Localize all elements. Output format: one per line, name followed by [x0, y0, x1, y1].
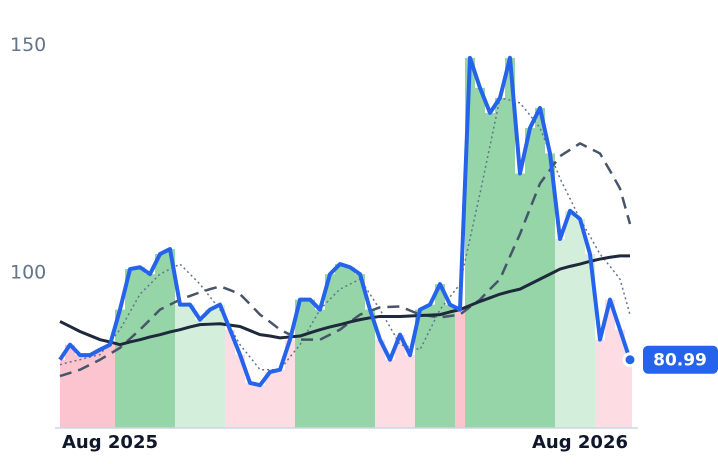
trend-band	[445, 304, 455, 428]
moving-average	[59, 254, 630, 347]
trend-band	[505, 57, 515, 428]
trend-band	[125, 269, 135, 428]
value-badge	[643, 345, 718, 374]
trend-band	[115, 309, 125, 428]
trend-band	[625, 359, 632, 428]
trend-band	[105, 344, 115, 428]
trend-band	[245, 382, 255, 428]
trend-band	[615, 329, 625, 428]
trend-band	[325, 274, 335, 428]
trend-band	[575, 219, 585, 428]
trend-band	[155, 254, 165, 428]
trend-band	[375, 339, 385, 428]
trend-band	[95, 349, 105, 428]
trend-band	[455, 309, 465, 428]
trend-band	[595, 339, 605, 428]
trend-band	[175, 304, 185, 428]
trend-band	[355, 274, 365, 428]
trend-band	[215, 304, 225, 428]
trend-band	[395, 334, 405, 428]
trend-band	[425, 304, 435, 428]
trend-band	[535, 107, 545, 428]
trend-band	[225, 329, 235, 428]
trend-band	[465, 57, 475, 428]
trend-band	[135, 267, 145, 428]
trend-band	[365, 309, 375, 428]
trend-band	[265, 371, 275, 428]
bands	[60, 57, 632, 429]
y-tick-label: 100	[10, 262, 46, 284]
trend-band	[295, 299, 305, 428]
trend-band	[275, 369, 285, 428]
trend-band	[345, 267, 355, 428]
trend-band	[585, 254, 595, 428]
trend-band	[545, 153, 555, 428]
trend-band	[495, 97, 505, 428]
trend-band	[415, 309, 425, 428]
y-tick-label: 150	[10, 34, 46, 56]
trend-band	[335, 264, 345, 428]
trend-band	[145, 274, 155, 428]
trend-band	[605, 299, 615, 428]
trend-band	[385, 359, 395, 428]
trend-band	[235, 354, 245, 428]
trend-band	[185, 304, 195, 428]
moving-average	[59, 142, 632, 378]
trend-band	[435, 284, 445, 428]
trend-band	[555, 239, 565, 428]
x-tick-label: Aug 2025	[62, 432, 158, 453]
lines	[58, 55, 632, 388]
trend-band	[60, 359, 65, 428]
trend-band	[475, 87, 485, 429]
trend-band	[565, 210, 575, 428]
last-point	[622, 352, 638, 368]
trend-band	[515, 173, 525, 428]
value-label: 80.99	[653, 351, 707, 371]
trend-band	[285, 339, 295, 428]
trend-band	[195, 319, 205, 428]
trend-band	[485, 112, 495, 428]
trend-band	[165, 249, 175, 428]
trend-band	[525, 127, 535, 429]
trend-band	[255, 385, 265, 428]
trend-band	[75, 355, 85, 428]
trend-band	[405, 355, 415, 428]
trend-band	[205, 309, 215, 428]
trend-band	[85, 355, 95, 428]
trend-band	[315, 309, 325, 428]
trend-band	[65, 344, 75, 428]
price-line	[58, 55, 632, 388]
trend-band	[305, 299, 315, 428]
x-tick-label: Aug 2026	[532, 432, 628, 453]
